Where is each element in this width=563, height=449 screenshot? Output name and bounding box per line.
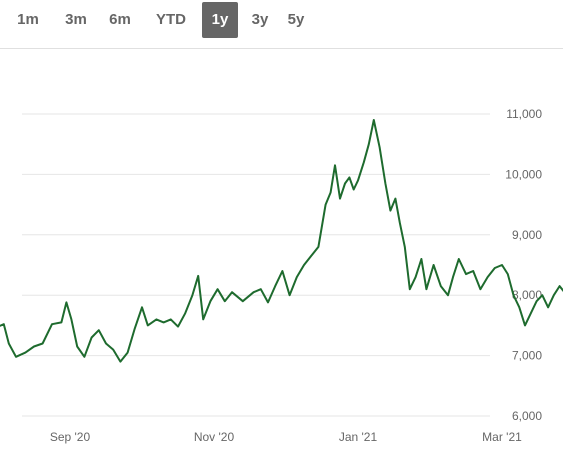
range-selector: 1m 3m 6m YTD 1y 3y 5y: [0, 0, 330, 40]
range-button-ytd[interactable]: YTD: [156, 11, 186, 28]
price-series-line: [0, 119, 563, 363]
x-tick-label: Mar '21: [482, 430, 522, 444]
range-button-1m[interactable]: 1m: [17, 11, 39, 28]
range-button-1y[interactable]: 1y: [202, 2, 238, 38]
y-tick-label: 9,000: [512, 228, 542, 242]
x-tick-label: Nov '20: [194, 430, 235, 444]
y-tick-label: 11,000: [506, 107, 542, 121]
range-button-5y[interactable]: 5y: [287, 11, 305, 28]
y-tick-label: 7,000: [512, 349, 542, 363]
range-button-3m[interactable]: 3m: [65, 11, 87, 28]
x-tick-label: Jan '21: [339, 430, 378, 444]
y-tick-label: 8,000: [512, 288, 542, 302]
range-divider: [0, 48, 563, 49]
y-tick-label: 10,000: [505, 167, 542, 181]
range-button-3y[interactable]: 3y: [251, 11, 269, 28]
x-tick-label: Sep '20: [50, 430, 91, 444]
range-button-6m[interactable]: 6m: [109, 11, 131, 28]
y-tick-label: 6,000: [512, 409, 542, 423]
